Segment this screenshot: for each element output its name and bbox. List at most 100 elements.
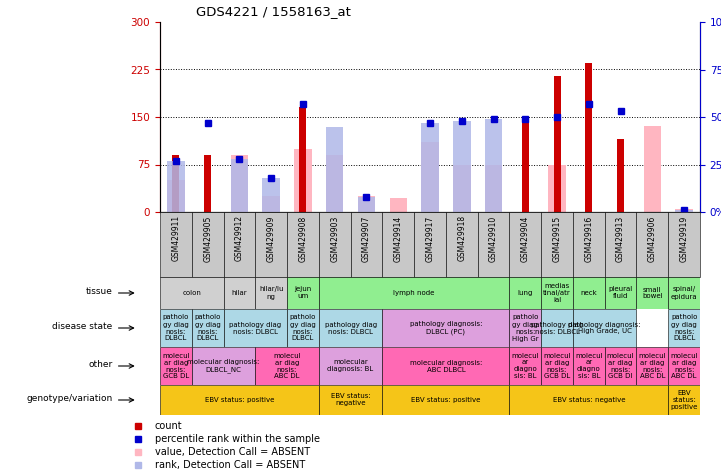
Bar	[192, 309, 224, 347]
Text: disease state: disease state	[53, 321, 112, 330]
Bar	[319, 385, 382, 415]
Text: rank, Detection Call = ABSENT: rank, Detection Call = ABSENT	[154, 460, 305, 470]
Bar	[421, 142, 439, 212]
Text: patholo
gy diag
nosis:
DLBCL: patholo gy diag nosis: DLBCL	[195, 315, 221, 341]
Bar	[172, 155, 180, 212]
Bar	[358, 196, 375, 212]
Text: GSM429903: GSM429903	[330, 215, 339, 262]
Text: jejun
um: jejun um	[294, 286, 311, 300]
Bar	[668, 277, 700, 309]
Bar	[668, 212, 700, 277]
Bar	[382, 212, 414, 277]
Text: molecul
ar diag
nosis:
GCB DI: molecul ar diag nosis: GCB DI	[607, 353, 634, 380]
Bar	[554, 76, 560, 212]
Text: GSM429918: GSM429918	[457, 215, 466, 261]
Bar	[541, 347, 573, 385]
Text: molecular
diagnosis: BL: molecular diagnosis: BL	[327, 359, 373, 373]
Text: pathology diag
nosis: DLBCL: pathology diag nosis: DLBCL	[531, 321, 583, 335]
Bar	[255, 277, 287, 309]
Text: GSM429906: GSM429906	[648, 215, 657, 262]
Text: molecular diagnosis:
DLBCL_NC: molecular diagnosis: DLBCL_NC	[187, 359, 260, 373]
Bar	[262, 178, 280, 212]
Text: percentile rank within the sample: percentile rank within the sample	[154, 434, 319, 444]
Text: patholo
gy diag
nosis:
DLBCL: patholo gy diag nosis: DLBCL	[163, 315, 189, 341]
Text: lung: lung	[518, 290, 533, 296]
Bar	[160, 277, 224, 309]
Bar	[421, 123, 439, 212]
Bar	[231, 159, 248, 212]
Text: GSM429904: GSM429904	[521, 215, 530, 262]
Bar	[605, 212, 637, 277]
Bar	[358, 197, 375, 212]
Bar	[382, 309, 510, 347]
Bar	[319, 212, 350, 277]
Text: EBV status: positive: EBV status: positive	[205, 397, 274, 403]
Bar	[477, 212, 510, 277]
Bar	[382, 347, 510, 385]
Bar	[319, 277, 510, 309]
Bar	[192, 347, 255, 385]
Text: GSM429911: GSM429911	[172, 215, 180, 261]
Bar	[668, 309, 700, 347]
Text: hilar: hilar	[231, 290, 247, 296]
Text: patholo
gy diag
nosis:
DLBCL: patholo gy diag nosis: DLBCL	[290, 315, 316, 341]
Bar	[637, 277, 668, 309]
Bar	[389, 198, 407, 212]
Bar	[541, 212, 573, 277]
Text: molecular diagnosis:
ABC DLBCL: molecular diagnosis: ABC DLBCL	[410, 359, 482, 373]
Bar	[414, 212, 446, 277]
Bar	[510, 347, 541, 385]
Bar	[160, 385, 319, 415]
Text: GSM429915: GSM429915	[552, 215, 562, 262]
Bar	[585, 63, 593, 212]
Text: molecul
ar diag
nosis:
GCB DL: molecul ar diag nosis: GCB DL	[162, 353, 190, 380]
Text: GSM429907: GSM429907	[362, 215, 371, 262]
Bar	[255, 212, 287, 277]
Bar	[167, 161, 185, 212]
Bar	[326, 127, 343, 212]
Bar	[510, 385, 668, 415]
Text: GSM429905: GSM429905	[203, 215, 212, 262]
Bar	[549, 164, 566, 212]
Bar	[160, 212, 192, 277]
Text: pathology diagnosis:
DLBCL (PC): pathology diagnosis: DLBCL (PC)	[410, 321, 482, 335]
Bar	[167, 180, 185, 212]
Text: value, Detection Call = ABSENT: value, Detection Call = ABSENT	[154, 447, 310, 457]
Bar	[294, 149, 311, 212]
Bar	[644, 127, 661, 212]
Text: GSM429916: GSM429916	[584, 215, 593, 262]
Bar	[255, 347, 319, 385]
Bar	[522, 120, 528, 212]
Text: GSM429910: GSM429910	[489, 215, 498, 262]
Bar	[350, 212, 382, 277]
Bar	[287, 277, 319, 309]
Bar	[231, 155, 248, 212]
Bar	[453, 164, 471, 212]
Bar	[224, 277, 255, 309]
Text: GSM429913: GSM429913	[616, 215, 625, 262]
Bar	[204, 155, 211, 212]
Text: neck: neck	[580, 290, 597, 296]
Text: pathology diagnosis:
High Grade, UC: pathology diagnosis: High Grade, UC	[568, 321, 641, 335]
Bar	[224, 309, 287, 347]
Text: pathology diag
nosis: DLBCL: pathology diag nosis: DLBCL	[324, 321, 376, 335]
Text: EBV
status:
positive: EBV status: positive	[671, 390, 698, 410]
Bar	[192, 212, 224, 277]
Bar	[319, 309, 382, 347]
Text: spinal/
epidura: spinal/ epidura	[671, 286, 697, 300]
Text: tissue: tissue	[86, 287, 112, 296]
Text: genotype/variation: genotype/variation	[27, 394, 112, 403]
Bar	[510, 212, 541, 277]
Text: patholo
gy diag
nosis:
High Gr: patholo gy diag nosis: High Gr	[512, 315, 539, 341]
Bar	[605, 277, 637, 309]
Text: GSM429909: GSM429909	[267, 215, 275, 262]
Text: GSM429919: GSM429919	[680, 215, 689, 262]
Text: patholo
gy diag
nosis:
DLBCL: patholo gy diag nosis: DLBCL	[671, 315, 697, 341]
Bar	[287, 309, 319, 347]
Text: EBV status: positive: EBV status: positive	[411, 397, 481, 403]
Bar	[573, 347, 605, 385]
Bar	[617, 139, 624, 212]
Bar	[676, 210, 693, 212]
Bar	[637, 212, 668, 277]
Text: hilar/lu
ng: hilar/lu ng	[259, 286, 283, 300]
